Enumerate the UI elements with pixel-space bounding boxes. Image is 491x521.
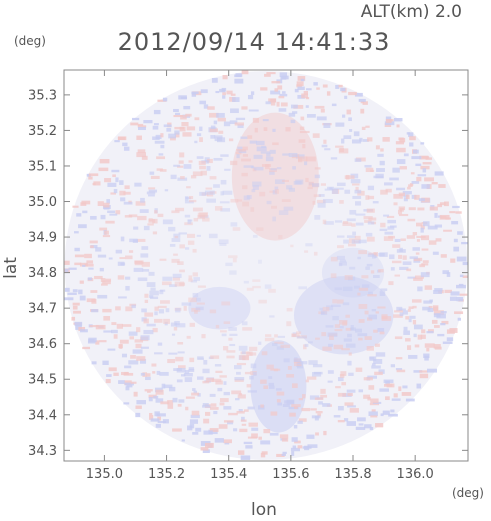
- y-tick-label: 35.1: [28, 159, 57, 174]
- region-south-sector: [250, 340, 307, 433]
- y-axis-label: lat: [1, 257, 21, 279]
- region-north-sector: [231, 112, 319, 241]
- y-tick-label: 34.8: [28, 266, 57, 281]
- x-tick-label: 135.4: [210, 467, 247, 482]
- x-tick-label: 135.8: [334, 467, 371, 482]
- y-tick-label: 34.4: [28, 408, 57, 423]
- x-unit-label: (deg): [452, 486, 484, 500]
- y-tick-label: 35.3: [28, 88, 57, 103]
- y-unit-label: (deg): [14, 34, 46, 48]
- region-southwest-area: [188, 286, 251, 330]
- y-axis: 34.3 34.4 34.5 34.6 34.7 34.8 34.9 35.0 35.1 35.2…: [28, 88, 468, 459]
- y-tick-label: 35.2: [28, 124, 57, 139]
- x-tick-label: 135.0: [86, 467, 123, 482]
- radar-speckle: [64, 70, 468, 460]
- chart-title: 2012/09/14 14:41:33: [118, 28, 391, 56]
- x-tick-label: 135.2: [148, 467, 185, 482]
- y-tick-label: 34.3: [28, 444, 57, 459]
- radar-field: [64, 70, 468, 460]
- plot-area: [64, 70, 468, 461]
- x-tick-label: 135.6: [272, 467, 309, 482]
- y-tick-label: 34.7: [28, 302, 57, 317]
- plot-frame: [63, 69, 469, 462]
- x-axis: 135.0 135.2 135.4 135.6 135.8 136.0: [86, 70, 434, 482]
- y-tick-label: 34.5: [28, 373, 57, 388]
- y-tick-label: 34.9: [28, 231, 57, 246]
- x-axis-label: lon: [251, 500, 277, 520]
- x-tick-label: 136.0: [397, 467, 434, 482]
- altitude-label: ALT(km) 2.0: [361, 2, 462, 22]
- y-tick-label: 35.0: [28, 195, 57, 210]
- y-tick-label: 34.6: [28, 337, 57, 352]
